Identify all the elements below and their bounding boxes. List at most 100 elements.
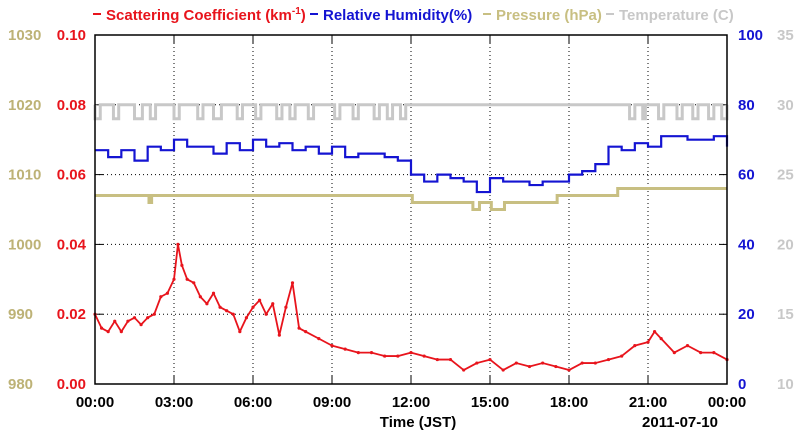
- temperature-tick-label: 25: [777, 167, 794, 184]
- scattering-point: [159, 295, 163, 299]
- x-tick-label: 15:00: [471, 394, 509, 411]
- scattering-point: [211, 291, 216, 295]
- scattering-point: [225, 309, 229, 313]
- scattering-point: [192, 281, 196, 285]
- scattering-point: [119, 330, 123, 334]
- scattering-point: [180, 263, 184, 267]
- scattering-tick-label: 0.08: [57, 97, 86, 114]
- scattering-point: [264, 312, 268, 316]
- scattering-point: [152, 312, 156, 316]
- date-label: 2011-07-10: [642, 414, 718, 431]
- scattering-point: [146, 316, 150, 320]
- scattering-point: [514, 361, 518, 365]
- scattering-point: [139, 323, 143, 327]
- scattering-point: [396, 354, 400, 358]
- x-tick-label: 18:00: [550, 394, 588, 411]
- temperature-tick-label: 35: [777, 27, 794, 44]
- pressure-line: [95, 187, 727, 211]
- scattering-point: [231, 312, 235, 316]
- scattering-point: [172, 277, 176, 281]
- humidity-tick-label: 20: [738, 306, 755, 323]
- plot-border: [94, 34, 728, 385]
- pressure-tick-label: 1020: [8, 97, 41, 114]
- x-tick-label: 00:00: [76, 394, 114, 411]
- scattering-point: [132, 316, 137, 320]
- scattering-point: [277, 333, 281, 337]
- pressure-tick-label: 1010: [8, 167, 41, 184]
- scattering-point: [652, 330, 657, 334]
- scattering-point: [501, 368, 505, 372]
- scattering-point: [409, 350, 413, 355]
- scattering-point: [330, 344, 334, 348]
- legend-entry: Temperature (C): [619, 7, 734, 24]
- x-tick-label: 21:00: [629, 394, 667, 411]
- temperature-line: [93, 103, 729, 121]
- temperature-tick-label: 30: [777, 97, 794, 114]
- scattering-point: [218, 305, 222, 309]
- scattering-point: [257, 298, 262, 302]
- scattering-point: [475, 361, 479, 365]
- scattering-point: [99, 326, 104, 330]
- scattering-point: [488, 357, 492, 362]
- humidity-tick-label: 60: [738, 167, 755, 184]
- scattering-point: [699, 350, 703, 355]
- pressure-tick-label: 1030: [8, 27, 41, 44]
- scattering-point: [343, 347, 347, 351]
- scattering-point: [712, 350, 716, 355]
- x-tick-label: 00:00: [708, 394, 746, 411]
- humidity-tick-label: 100: [738, 27, 763, 44]
- scattering-point: [541, 361, 545, 365]
- scattering-point: [435, 357, 439, 362]
- scattering-tick-label: 0.00: [57, 376, 86, 393]
- x-tick-label: 03:00: [155, 394, 193, 411]
- scattering-point: [633, 344, 637, 348]
- legend-entry: Scattering Coefficient (km-1): [106, 6, 306, 24]
- scattering-point: [672, 350, 676, 355]
- scattering-point: [185, 277, 189, 281]
- pressure-tick-label: 980: [8, 376, 33, 393]
- axes: 00:00 03:00 06:00 09:00 12:00 15:00 18:00 21:00…: [8, 27, 794, 411]
- scattering-point: [284, 305, 288, 309]
- humidity-line: [95, 135, 729, 194]
- scattering-point: [297, 326, 301, 330]
- scattering-point: [317, 337, 321, 341]
- scattering-tick-label: 0.10: [57, 27, 86, 44]
- scattering-point: [290, 281, 295, 285]
- legend-entry: Pressure (hPa): [496, 7, 602, 24]
- scattering-point: [356, 350, 360, 355]
- scattering-point: [238, 330, 242, 334]
- temperature-tick-label: 15: [777, 306, 794, 323]
- scattering-point: [106, 330, 110, 334]
- scattering-tick-label: 0.02: [57, 306, 86, 323]
- scattering-point: [580, 361, 584, 365]
- legend: Scattering Coefficient (km-1) Relative Hu…: [93, 6, 734, 24]
- legend-entry: Relative Humidity(%): [323, 7, 472, 24]
- scattering-tick-label: 0.06: [57, 167, 86, 184]
- humidity-tick-label: 0: [738, 376, 746, 393]
- scattering-point: [554, 364, 558, 369]
- series-layer: [93, 103, 729, 372]
- scattering-point: [113, 319, 117, 323]
- scattering-point: [606, 357, 611, 362]
- scattering-point: [198, 295, 202, 299]
- humidity-tick-label: 80: [738, 97, 755, 114]
- scattering-point: [126, 319, 130, 323]
- scattering-point: [369, 350, 374, 355]
- scattering-point: [165, 291, 170, 295]
- temperature-tick-label: 20: [777, 236, 794, 253]
- pressure-tick-label: 1000: [8, 236, 41, 253]
- scattering-point: [251, 305, 255, 309]
- scattering-tick-label: 0.04: [57, 236, 87, 253]
- scattering-point: [462, 368, 466, 372]
- plot-frame: [94, 34, 728, 385]
- scattering-point: [448, 357, 453, 362]
- temperature-tick-label: 10: [777, 376, 794, 393]
- scattering-point: [685, 344, 690, 348]
- x-tick-label: 09:00: [313, 394, 351, 411]
- x-axis-label: Time (JST): [380, 414, 456, 431]
- scattering-point: [659, 337, 663, 341]
- scattering-point: [271, 302, 275, 306]
- x-tick-label: 12:00: [392, 394, 430, 411]
- scattering-point: [244, 316, 249, 320]
